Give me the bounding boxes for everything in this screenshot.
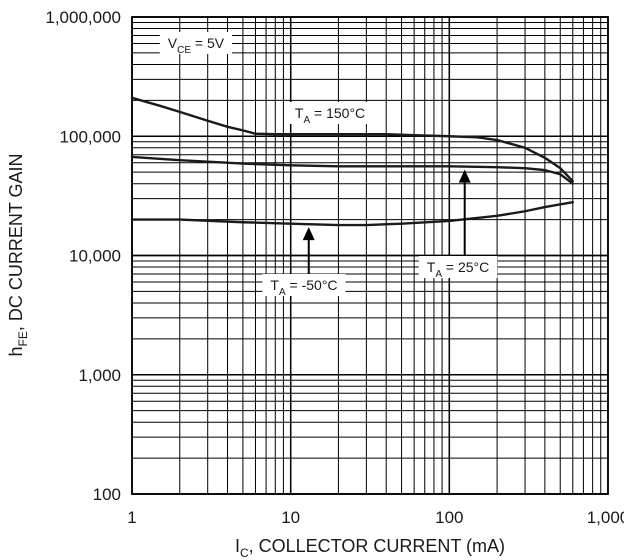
x-axis-title: IC, COLLECTOR CURRENT (mA) [235,536,505,560]
x-tick-label: 1,000 [587,508,624,527]
series-line-2 [130,155,574,185]
y-tick-label: 100 [93,485,121,504]
series-label-150c: TA = 150°C [286,102,374,126]
vce-condition-label: VCE = 5V [159,32,233,56]
plot-frame [131,16,609,495]
grid [131,16,609,495]
series-line-1 [130,96,574,183]
arrow-25c [458,169,471,256]
arrow-minus50c [302,227,315,274]
x-tick-label: 10 [281,508,300,527]
y-tick-label: 1,000 [78,366,121,385]
y-axis-title: hFE, DC CURRENT GAIN [6,153,30,356]
annotations: VCE = 5V TA = 150°C TA = -50°C TA = 25°C [159,32,498,298]
series-label-25c-text: TA = 25°C [427,259,489,280]
curves [130,96,574,227]
series-line-3 [130,200,574,227]
vce-condition-label-text: VCE = 5V [168,35,225,56]
series-label-minus50c: TA = -50°C [262,274,346,298]
series-label-25c: TA = 25°C [418,256,498,280]
tick-labels: 1 10 100 1,000 100 1,000 10,000 100,000 1,000,00… [45,8,624,527]
x-tick-label: 100 [435,508,463,527]
axis-titles: IC, COLLECTOR CURRENT (mA) hFE, DC CURREN… [6,153,505,560]
x-tick-label: 1 [127,508,136,527]
series-label-minus50c-text: TA = -50°C [270,277,337,298]
series-label-150c-text: TA = 150°C [295,105,365,126]
y-tick-label: 10,000 [69,247,121,266]
y-tick-label: 1,000,000 [45,8,121,27]
y-tick-label: 100,000 [60,127,121,146]
